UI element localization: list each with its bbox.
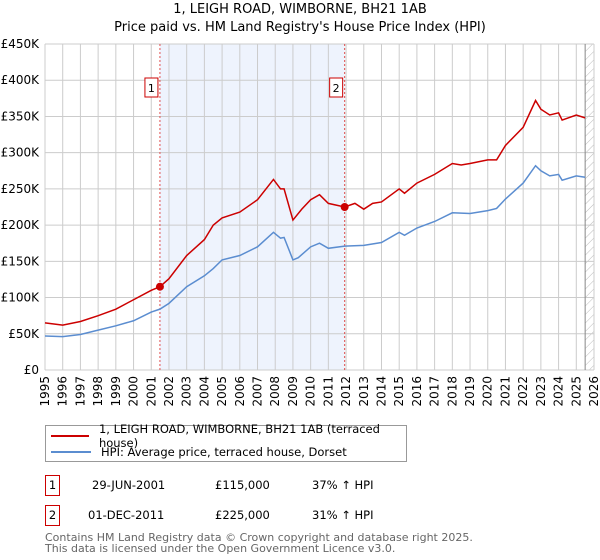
sale-price: £225,000	[215, 508, 270, 522]
x-tick-label: 2025	[569, 376, 583, 407]
sale-date: 29-JUN-2001	[92, 478, 166, 492]
x-tick-label: 2014	[374, 376, 388, 407]
y-tick-label: £50K	[8, 327, 40, 341]
x-tick-label: 2003	[180, 376, 194, 407]
x-tick-label: 1996	[56, 376, 70, 407]
y-tick-label: £450K	[1, 37, 41, 51]
x-tick-label: 2024	[552, 376, 566, 407]
sale-point	[155, 282, 164, 291]
legend: 1, LEIGH ROAD, WIMBORNE, BH21 1AB (terra…	[45, 422, 407, 462]
chart-subtitle: Price paid vs. HM Land Registry's House …	[114, 20, 486, 35]
x-tick-label: 2012	[339, 376, 353, 407]
x-tick-label: 1997	[73, 376, 87, 407]
x-tick-label: 2016	[410, 376, 424, 407]
sale-marker-box	[144, 77, 159, 98]
x-tick-label: 1998	[91, 376, 105, 407]
sale-marker-label: 1	[148, 82, 155, 95]
x-tick-label: 2019	[463, 376, 477, 407]
footer-licence: This data is licensed under the Open Gov…	[45, 542, 396, 555]
chart-title: 1, LEIGH ROAD, WIMBORNE, BH21 1AB	[173, 2, 427, 17]
x-tick-label: 2015	[392, 376, 406, 407]
x-tick-label: 2026	[587, 376, 600, 407]
sale-marker-box: 1	[45, 475, 60, 496]
x-tick-label: 2021	[498, 376, 512, 407]
x-tick-label: 2022	[516, 376, 530, 407]
x-tick-label: 2008	[268, 376, 282, 407]
y-tick-label: £0	[24, 363, 39, 377]
sale-marker-box: 2	[45, 505, 60, 526]
x-tick-label: 2000	[127, 376, 141, 407]
x-tick-label: 2018	[445, 376, 459, 407]
sale-price: £115,000	[215, 478, 270, 492]
x-tick-label: 2023	[534, 376, 548, 407]
series-line	[44, 98, 586, 326]
y-tick-label: £200K	[1, 218, 41, 232]
legend-swatch-hpi	[51, 451, 91, 453]
x-tick-label: 2009	[286, 376, 300, 407]
y-tick-label: £150K	[1, 254, 41, 268]
sale-marker-label: 2	[333, 82, 340, 95]
x-tick-label: 2004	[197, 376, 211, 407]
x-tick-label: 2007	[251, 376, 265, 407]
x-tick-label: 2013	[357, 376, 371, 407]
x-tick-label: 2005	[215, 376, 229, 407]
sale-marker-box	[329, 77, 344, 98]
plot-area: 1995 1996 1997 1998 1999 2000 2001 2002 2003 2004…	[1, 37, 600, 407]
legend-swatch-property	[51, 435, 89, 437]
y-tick-label: £300K	[1, 146, 41, 160]
sale-date: 01-DEC-2011	[88, 508, 165, 522]
y-tick-label: £350K	[1, 109, 41, 123]
x-tick-label: 2017	[428, 376, 442, 407]
y-tick-label: £100K	[1, 291, 41, 305]
x-tick-label: 2020	[481, 376, 495, 407]
forecast-hatch	[585, 44, 594, 370]
sale-hpi-diff: 37% ↑ HPI	[312, 478, 374, 492]
footer-copyright: Contains HM Land Registry data © Crown c…	[45, 531, 473, 544]
series-line	[44, 164, 586, 338]
x-tick-label: 1999	[109, 376, 123, 407]
legend-label-hpi: HPI: Average price, terraced house, Dors…	[101, 445, 347, 459]
sale-hpi-diff: 31% ↑ HPI	[312, 508, 374, 522]
x-tick-label: 2002	[162, 376, 176, 407]
legend-label-property: 1, LEIGH ROAD, WIMBORNE, BH21 1AB (terra…	[98, 422, 380, 450]
y-tick-label: £400K	[1, 73, 41, 87]
y-tick-label: £250K	[1, 182, 41, 196]
sale-period-shading	[159, 44, 345, 370]
x-tick-label: 2006	[233, 376, 247, 407]
x-tick-label: 2010	[304, 376, 318, 407]
x-tick-label: 2001	[144, 376, 158, 407]
sale-point	[340, 203, 349, 211]
x-tick-label: 1995	[38, 376, 52, 407]
x-tick-label: 2011	[321, 376, 335, 407]
